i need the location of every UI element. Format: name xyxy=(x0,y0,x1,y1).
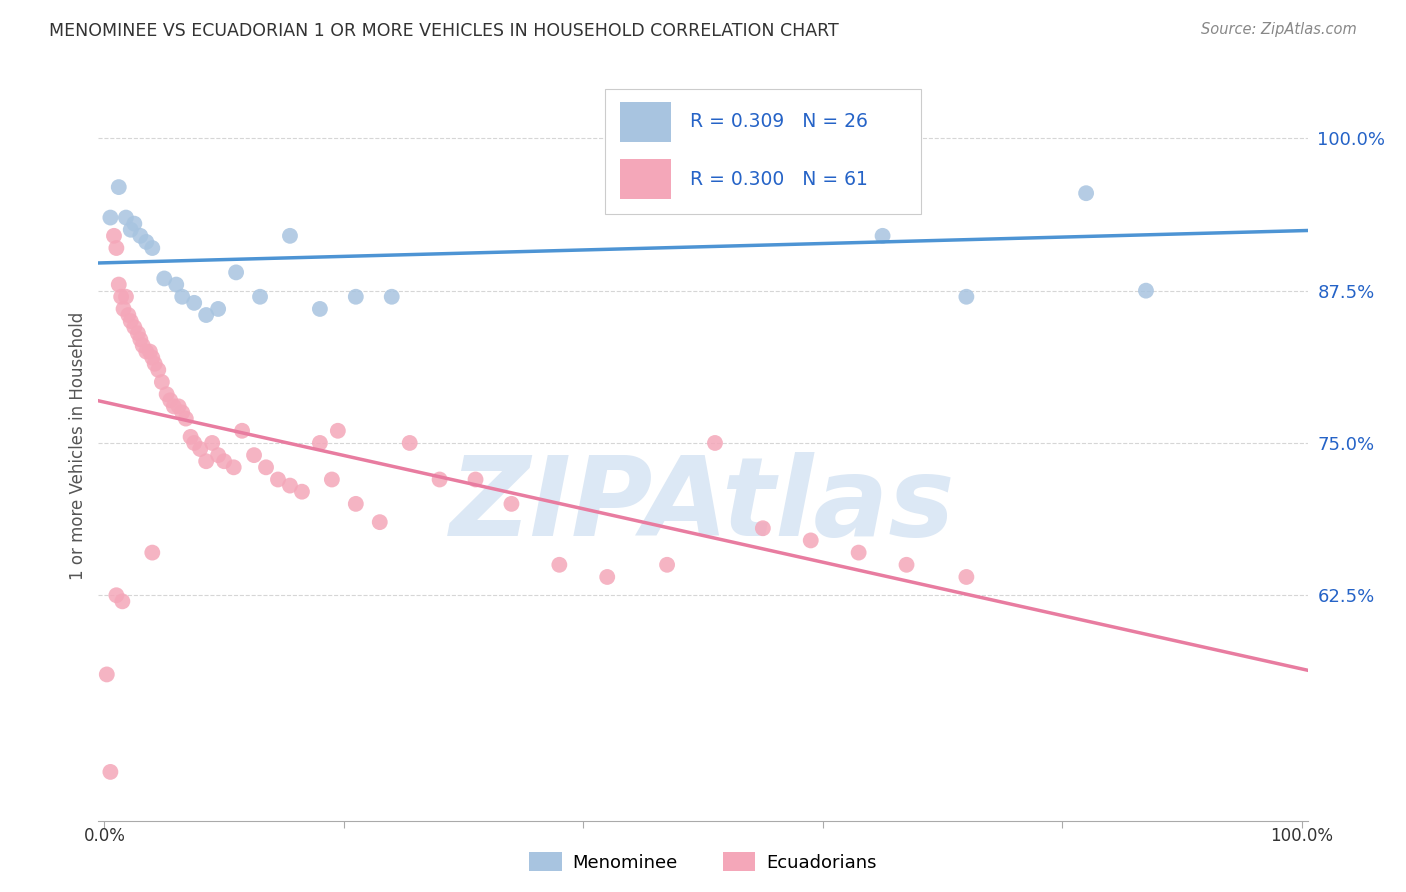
Point xyxy=(174,411,197,425)
Point xyxy=(100,211,122,225)
Point xyxy=(225,265,247,279)
Point xyxy=(464,473,486,487)
Point xyxy=(800,533,823,548)
Point xyxy=(135,344,157,359)
Point xyxy=(278,228,301,243)
Point xyxy=(124,217,146,231)
Text: MENOMINEE VS ECUADORIAN 1 OR MORE VEHICLES IN HOUSEHOLD CORRELATION CHART: MENOMINEE VS ECUADORIAN 1 OR MORE VEHICL… xyxy=(49,22,839,40)
Point xyxy=(501,497,523,511)
Point xyxy=(872,228,894,243)
Point xyxy=(111,594,134,608)
Point xyxy=(141,546,163,560)
Point xyxy=(165,277,187,292)
Point xyxy=(107,277,129,292)
Point xyxy=(195,308,218,322)
Point xyxy=(955,290,977,304)
Point xyxy=(143,357,166,371)
Point xyxy=(141,351,163,365)
Point xyxy=(96,667,118,681)
Point xyxy=(787,144,810,158)
Point xyxy=(212,454,235,468)
Point xyxy=(172,405,194,419)
Point xyxy=(207,301,229,316)
Y-axis label: 1 or more Vehicles in Household: 1 or more Vehicles in Household xyxy=(69,312,87,580)
Point xyxy=(548,558,571,572)
Point xyxy=(596,570,619,584)
Text: 0.0%: 0.0% xyxy=(83,827,125,845)
Point xyxy=(344,290,367,304)
Point xyxy=(291,484,314,499)
Point xyxy=(752,521,775,535)
Point xyxy=(368,515,391,529)
Text: 100.0%: 100.0% xyxy=(1270,827,1333,845)
Point xyxy=(148,363,170,377)
Point xyxy=(129,332,152,346)
Point xyxy=(105,588,128,602)
Text: R = 0.300   N = 61: R = 0.300 N = 61 xyxy=(690,169,868,188)
Point xyxy=(183,296,205,310)
Point xyxy=(167,400,190,414)
Point xyxy=(103,228,125,243)
Bar xyxy=(620,102,671,142)
Point xyxy=(100,764,122,779)
Point xyxy=(139,344,162,359)
Point xyxy=(254,460,277,475)
Point xyxy=(120,223,142,237)
Point xyxy=(1135,284,1157,298)
Point xyxy=(249,290,271,304)
Point xyxy=(153,271,176,285)
Point xyxy=(141,241,163,255)
Point xyxy=(135,235,157,249)
Point xyxy=(835,174,858,188)
Bar xyxy=(620,159,671,199)
Point xyxy=(309,436,332,450)
Point xyxy=(112,301,135,316)
Text: Source: ZipAtlas.com: Source: ZipAtlas.com xyxy=(1201,22,1357,37)
Point xyxy=(326,424,349,438)
Point xyxy=(156,387,179,401)
Point xyxy=(124,320,146,334)
Point xyxy=(195,454,218,468)
Point xyxy=(321,473,343,487)
Point xyxy=(188,442,211,456)
Point xyxy=(344,497,367,511)
Point xyxy=(180,430,202,444)
Point xyxy=(183,436,205,450)
Point xyxy=(115,290,138,304)
Text: ZIPAtlas: ZIPAtlas xyxy=(450,452,956,559)
Point xyxy=(117,308,139,322)
Point xyxy=(1074,186,1097,201)
Point xyxy=(231,424,253,438)
Point xyxy=(243,448,266,462)
Point xyxy=(132,338,155,352)
Point xyxy=(172,290,194,304)
Point xyxy=(105,241,128,255)
Point xyxy=(222,460,245,475)
Legend: Menominee, Ecuadorians: Menominee, Ecuadorians xyxy=(522,846,884,879)
Point xyxy=(955,570,977,584)
Point xyxy=(309,301,332,316)
Point xyxy=(704,436,727,450)
Text: R = 0.309   N = 26: R = 0.309 N = 26 xyxy=(690,112,868,131)
Point xyxy=(655,558,678,572)
Point xyxy=(129,228,152,243)
Point xyxy=(201,436,224,450)
Point xyxy=(896,558,918,572)
Point xyxy=(127,326,149,341)
Point xyxy=(159,393,181,408)
Point xyxy=(267,473,290,487)
Point xyxy=(110,290,132,304)
Point xyxy=(150,375,173,389)
Point xyxy=(398,436,420,450)
Point xyxy=(278,478,301,492)
Point xyxy=(381,290,404,304)
Point xyxy=(163,400,186,414)
Point xyxy=(107,180,129,194)
Point xyxy=(207,448,229,462)
Point xyxy=(848,546,870,560)
Point xyxy=(429,473,451,487)
Point xyxy=(120,314,142,328)
Point xyxy=(115,211,138,225)
